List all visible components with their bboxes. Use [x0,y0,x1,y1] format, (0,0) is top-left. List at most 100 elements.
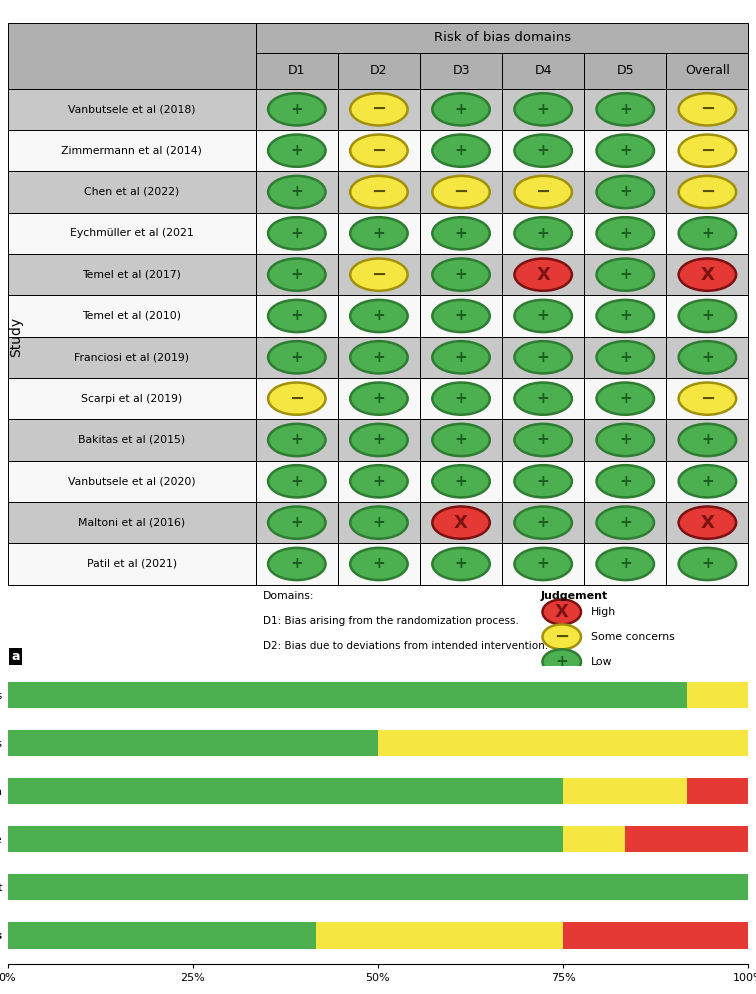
Text: −: − [454,183,469,201]
Ellipse shape [596,423,654,456]
Ellipse shape [596,465,654,497]
Bar [8,254,256,295]
Ellipse shape [514,218,572,249]
Text: X: X [701,265,714,283]
Text: Temel et al (2017): Temel et al (2017) [82,269,181,279]
Ellipse shape [268,423,326,456]
Text: −: − [700,142,715,160]
Text: −: − [371,142,386,160]
Text: +: + [701,432,714,447]
Bar [316,922,563,948]
Text: +: + [619,350,632,365]
Bar [666,130,748,171]
Bar [666,254,748,295]
Bar [584,53,666,88]
Text: +: + [619,143,632,158]
Bar [256,544,338,584]
Bar [420,171,502,213]
Ellipse shape [268,300,326,332]
Ellipse shape [350,258,407,291]
Ellipse shape [350,218,407,249]
Bar [502,295,584,337]
Text: +: + [537,432,550,447]
Text: Chen et al (2022): Chen et al (2022) [84,187,179,197]
Text: −: − [554,628,569,646]
Text: +: + [537,101,550,117]
Ellipse shape [432,548,490,580]
Bar [502,213,584,254]
Text: Eychmüller et al (2021: Eychmüller et al (2021 [70,229,194,239]
Bar [256,53,338,88]
Ellipse shape [432,383,490,414]
Bar [8,130,256,171]
Ellipse shape [350,548,407,580]
Bar [666,53,748,88]
Text: High: High [591,607,616,617]
Ellipse shape [679,258,736,291]
Text: +: + [619,308,632,323]
Text: +: + [454,474,467,489]
Ellipse shape [543,649,581,674]
Bar [584,213,666,254]
Text: +: + [537,350,550,365]
Ellipse shape [596,258,654,291]
Ellipse shape [350,176,407,208]
Text: +: + [454,308,467,323]
Ellipse shape [268,258,326,291]
Ellipse shape [679,383,736,414]
Text: +: + [454,226,467,241]
Bar [420,460,502,502]
Text: Domains:: Domains: [263,591,314,601]
Bar [502,378,584,419]
Ellipse shape [514,423,572,456]
Bar [338,419,420,460]
Bar [502,502,584,544]
Text: X: X [454,514,468,532]
Ellipse shape [268,176,326,208]
Text: +: + [537,515,550,530]
Text: Low: Low [591,657,613,667]
Bar [256,23,748,53]
Text: −: − [290,390,305,408]
Ellipse shape [268,341,326,374]
Ellipse shape [268,548,326,580]
Text: +: + [373,474,386,489]
Ellipse shape [350,93,407,125]
Bar [8,730,378,756]
Bar [8,213,256,254]
Ellipse shape [350,341,407,374]
Bar [8,502,256,544]
Ellipse shape [514,507,572,539]
Bar [420,88,502,130]
Ellipse shape [350,465,407,497]
Ellipse shape [268,383,326,414]
Ellipse shape [514,465,572,497]
Bar [584,419,666,460]
Bar [8,171,256,213]
Ellipse shape [514,341,572,374]
Ellipse shape [350,423,407,456]
Bar [338,544,420,584]
Bar [666,419,748,460]
Text: Judgement: Judgement [541,591,609,601]
Bar [584,130,666,171]
Bar [502,53,584,88]
Bar [686,777,748,804]
Ellipse shape [350,383,407,414]
Text: +: + [619,267,632,282]
Ellipse shape [514,258,572,291]
Bar [563,922,748,948]
Bar [338,88,420,130]
Text: Patil et al (2021): Patil et al (2021) [87,559,177,569]
Text: +: + [701,226,714,241]
Ellipse shape [596,507,654,539]
Bar [8,23,256,88]
Bar [420,213,502,254]
Ellipse shape [679,548,736,580]
Text: D3: Bias due to missing outcome data.: D3: Bias due to missing outcome data. [263,666,466,676]
Text: +: + [454,143,467,158]
Text: D2: Bias due to deviations from intended intervention.: D2: Bias due to deviations from intended… [263,641,548,651]
Text: D4: Bias in measurement of the outcome.: D4: Bias in measurement of the outcome. [263,691,482,701]
Ellipse shape [679,465,736,497]
Ellipse shape [514,383,572,414]
